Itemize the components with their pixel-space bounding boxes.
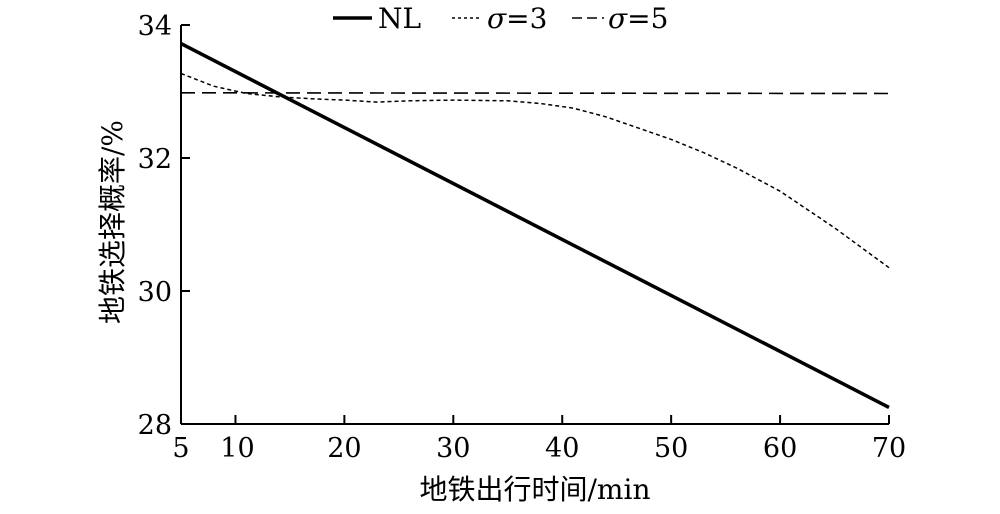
x-tick-label: 40	[545, 433, 579, 464]
x-tick-label: 5	[172, 433, 189, 464]
x-tick-label: 30	[436, 433, 470, 464]
x-tick-label: 70	[872, 433, 906, 464]
legend: NL σ=3 σ=5	[333, 2, 668, 35]
y-tick-label: 32	[138, 144, 172, 175]
y-tick-label: 34	[138, 11, 172, 42]
series-line-3	[180, 92, 890, 95]
legend-label-1: NL	[378, 2, 421, 35]
legend-label-2: σ=3	[487, 2, 547, 35]
x-axis-title: 地铁出行时间/min	[420, 473, 651, 506]
x-tick-label: 50	[654, 433, 688, 464]
y-axis-title: 地铁选择概率/%	[96, 120, 129, 324]
series-line-2	[180, 72, 890, 269]
legend-label-3: σ=5	[608, 2, 668, 35]
ticks-layer: 5 10 20 30 40 50 60 70 28 30 32 34	[138, 11, 907, 464]
x-tick-label: 60	[763, 433, 797, 464]
y-tick-label: 30	[138, 277, 172, 308]
axes	[180, 25, 889, 425]
x-tick-label: 20	[327, 433, 361, 464]
series-layer	[180, 42, 890, 409]
series-line-1	[180, 42, 890, 409]
x-tick-label: 10	[220, 433, 254, 464]
y-tick-label: 28	[138, 410, 172, 441]
